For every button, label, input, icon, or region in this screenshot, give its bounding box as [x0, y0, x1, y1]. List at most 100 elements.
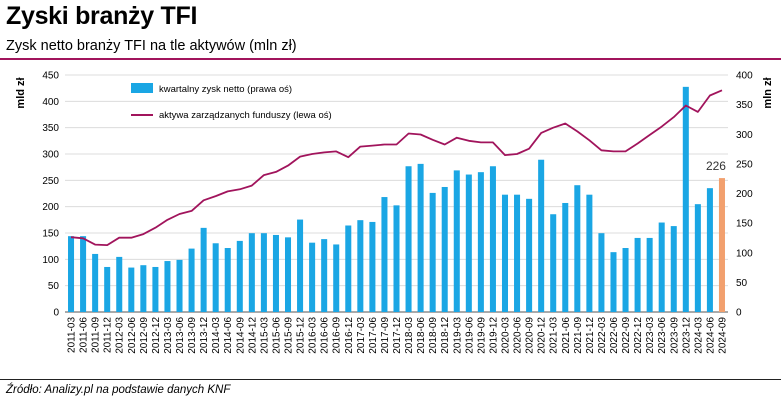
- left-axis-tick-label: 300: [42, 150, 59, 161]
- bar: [333, 244, 340, 312]
- line-series: [70, 89, 723, 247]
- x-axis-tick-label: 2014-03: [211, 317, 222, 354]
- x-axis-tick-label: 2016-06: [320, 317, 331, 354]
- x-axis-tick-label: 2012-09: [139, 317, 150, 354]
- right-axis-tick-label: 250: [736, 159, 753, 170]
- legend-bar-label: kwartalny zysk netto (prawa oś): [159, 84, 292, 95]
- left-axis-tick-label: 450: [42, 71, 59, 82]
- x-axis-tick-label: 2012-06: [127, 317, 138, 354]
- bar: [634, 237, 641, 312]
- left-axis-tick-label: 0: [53, 308, 59, 319]
- x-axis-tick-label: 2011-12: [103, 317, 114, 353]
- bar: [80, 236, 87, 312]
- x-axis-tick-label: 2023-06: [657, 317, 668, 354]
- x-axis-tick-label: 2019-09: [476, 317, 487, 354]
- x-axis-tick-label: 2024-06: [705, 317, 716, 354]
- bar: [357, 220, 364, 312]
- bar: [550, 214, 557, 312]
- bar: [381, 197, 388, 312]
- bar: [489, 166, 496, 312]
- bar: [200, 227, 207, 312]
- x-axis-tick-label: 2021-06: [561, 317, 572, 354]
- x-axis-tick-label: 2014-12: [247, 317, 258, 354]
- left-axis-tick-label: 400: [42, 97, 59, 108]
- x-axis-tick-label: 2021-12: [585, 317, 596, 354]
- bar: [405, 166, 412, 312]
- left-axis-title: mld zł: [15, 77, 27, 108]
- x-axis-tick-label: 2015-09: [284, 317, 295, 354]
- bar: [309, 242, 316, 312]
- bar: [68, 236, 75, 312]
- left-axis-tick-label: 200: [42, 202, 59, 213]
- bar: [622, 248, 629, 312]
- x-axis-tick-label: 2018-09: [428, 317, 439, 354]
- title-divider: [0, 58, 781, 60]
- x-axis-tick-label: 2020-09: [525, 317, 536, 354]
- x-axis-ticks: 2011-03 2011-06 2011-09 2011-12 2012-03 2012-…: [67, 317, 729, 354]
- right-axis-tick-label: 150: [736, 219, 753, 230]
- bar: [345, 225, 352, 312]
- x-axis-tick-label: 2020-03: [501, 317, 512, 354]
- bar: [176, 259, 183, 312]
- bar: [682, 86, 689, 312]
- x-axis-tick-label: 2024-09: [718, 317, 729, 354]
- right-axis-title: mln zł: [762, 77, 774, 108]
- x-axis-tick-label: 2017-09: [380, 317, 391, 354]
- assets-line: [70, 89, 723, 247]
- x-axis-tick-label: 2015-06: [272, 317, 283, 354]
- left-axis-tick-label: 50: [48, 281, 60, 292]
- bar: [417, 163, 424, 312]
- x-axis-tick-label: 2021-03: [549, 317, 560, 354]
- bar: [441, 186, 448, 312]
- right-axis-tick-label: 100: [736, 248, 753, 259]
- right-axis-tick-label: 0: [736, 308, 742, 319]
- x-axis-tick-label: 2017-12: [392, 317, 403, 354]
- bar: [538, 159, 545, 312]
- legend-bar-swatch: [131, 83, 153, 93]
- right-axis-tick-label: 350: [736, 100, 753, 111]
- bar: [562, 202, 569, 312]
- bar: [586, 194, 593, 312]
- x-axis-tick-label: 2013-09: [187, 317, 198, 354]
- x-axis-tick-label: 2015-03: [259, 317, 270, 354]
- x-axis-tick-label: 2016-09: [332, 317, 343, 354]
- x-axis-tick-label: 2022-09: [621, 317, 632, 354]
- x-axis-tick-label: 2014-06: [223, 317, 234, 354]
- bar: [224, 248, 231, 312]
- bar: [646, 237, 653, 312]
- bar: [658, 222, 665, 312]
- left-axis-tick-label: 350: [42, 123, 59, 134]
- left-axis-ticks: 0 50 100 150 200 250 300 350 400 450: [42, 71, 59, 319]
- x-axis-tick-label: 2012-03: [115, 317, 126, 354]
- bar: [465, 174, 472, 312]
- x-axis-tick-label: 2022-06: [609, 317, 620, 354]
- bar-series: [68, 86, 725, 312]
- right-axis-tick-label: 300: [736, 130, 753, 141]
- bar: [598, 233, 605, 312]
- left-axis-tick-label: 150: [42, 229, 59, 240]
- bar: [92, 253, 99, 312]
- x-axis-tick-label: 2016-12: [344, 317, 355, 354]
- x-axis-tick-label: 2019-03: [452, 317, 463, 354]
- bar: [104, 266, 111, 312]
- x-axis-tick-label: 2022-03: [597, 317, 608, 354]
- chart-title: Zyski branży TFI: [6, 2, 198, 30]
- right-axis-tick-label: 400: [736, 71, 753, 82]
- bar: [393, 205, 400, 312]
- x-axis-tick-label: 2023-09: [669, 317, 680, 354]
- x-axis-tick-label: 2017-03: [356, 317, 367, 354]
- right-axis-tick-label: 200: [736, 189, 753, 200]
- chart-subtitle: Zysk netto branży TFI na tle aktywów (ml…: [6, 38, 297, 54]
- x-axis-tick-label: 2023-03: [645, 317, 656, 354]
- x-axis-tick-label: 2024-03: [693, 317, 704, 354]
- bar: [321, 239, 328, 312]
- source-note: Źródło: Analizy.pl na podstawie danych K…: [6, 384, 231, 396]
- x-axis-tick-label: 2020-06: [513, 317, 524, 354]
- bar: [610, 252, 617, 312]
- x-axis-tick-label: 2022-12: [633, 317, 644, 354]
- legend: kwartalny zysk netto (prawa oś) aktywa z…: [131, 83, 332, 121]
- x-axis-tick-label: 2023-12: [681, 317, 692, 354]
- x-axis-tick-label: 2013-06: [175, 317, 186, 354]
- bar: [574, 185, 581, 312]
- combo-chart: 0 50 100 150 200 250 300 350 400 450 0 50 100 150 200…: [15, 71, 774, 354]
